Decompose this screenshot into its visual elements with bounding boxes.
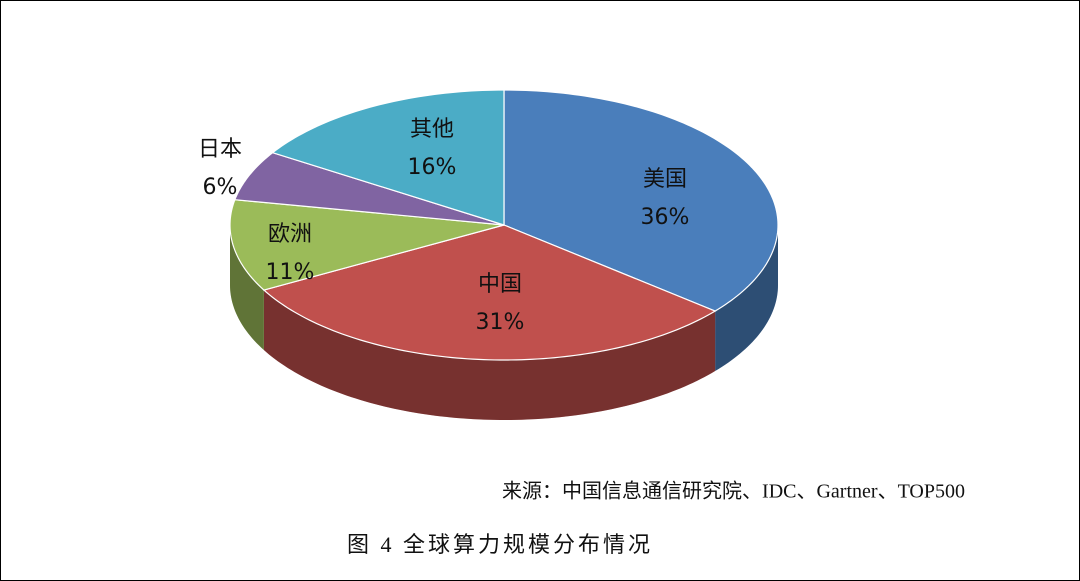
value-label: 36% bbox=[641, 205, 690, 230]
slice-side bbox=[715, 225, 778, 372]
caption: 图 4 全球算力规模分布情况 bbox=[347, 532, 653, 557]
value-label: 31% bbox=[476, 310, 525, 335]
value-label: 6% bbox=[203, 175, 238, 200]
slice bbox=[503, 89, 779, 312]
slice-label: 中国 bbox=[478, 272, 522, 297]
slice bbox=[229, 199, 505, 291]
slice-label: 其他 bbox=[410, 117, 454, 142]
slice-side-shade bbox=[230, 225, 264, 351]
slice-label: 美国 bbox=[643, 167, 687, 192]
value-label: 16% bbox=[408, 155, 457, 180]
pie bbox=[229, 89, 779, 420]
slice-label: 日本 bbox=[198, 137, 242, 162]
slice-side-shade bbox=[715, 225, 778, 372]
slice-side bbox=[230, 225, 264, 351]
slice bbox=[271, 89, 505, 226]
slice-side bbox=[263, 290, 716, 420]
source-note: 来源：中国信息通信研究院、IDC、Gartner、TOP500 bbox=[502, 480, 965, 503]
slice bbox=[262, 224, 717, 361]
slice-label: 欧洲 bbox=[268, 222, 312, 247]
slice bbox=[233, 151, 505, 226]
value-label: 11% bbox=[266, 260, 315, 285]
slice-side-shade bbox=[263, 290, 716, 420]
